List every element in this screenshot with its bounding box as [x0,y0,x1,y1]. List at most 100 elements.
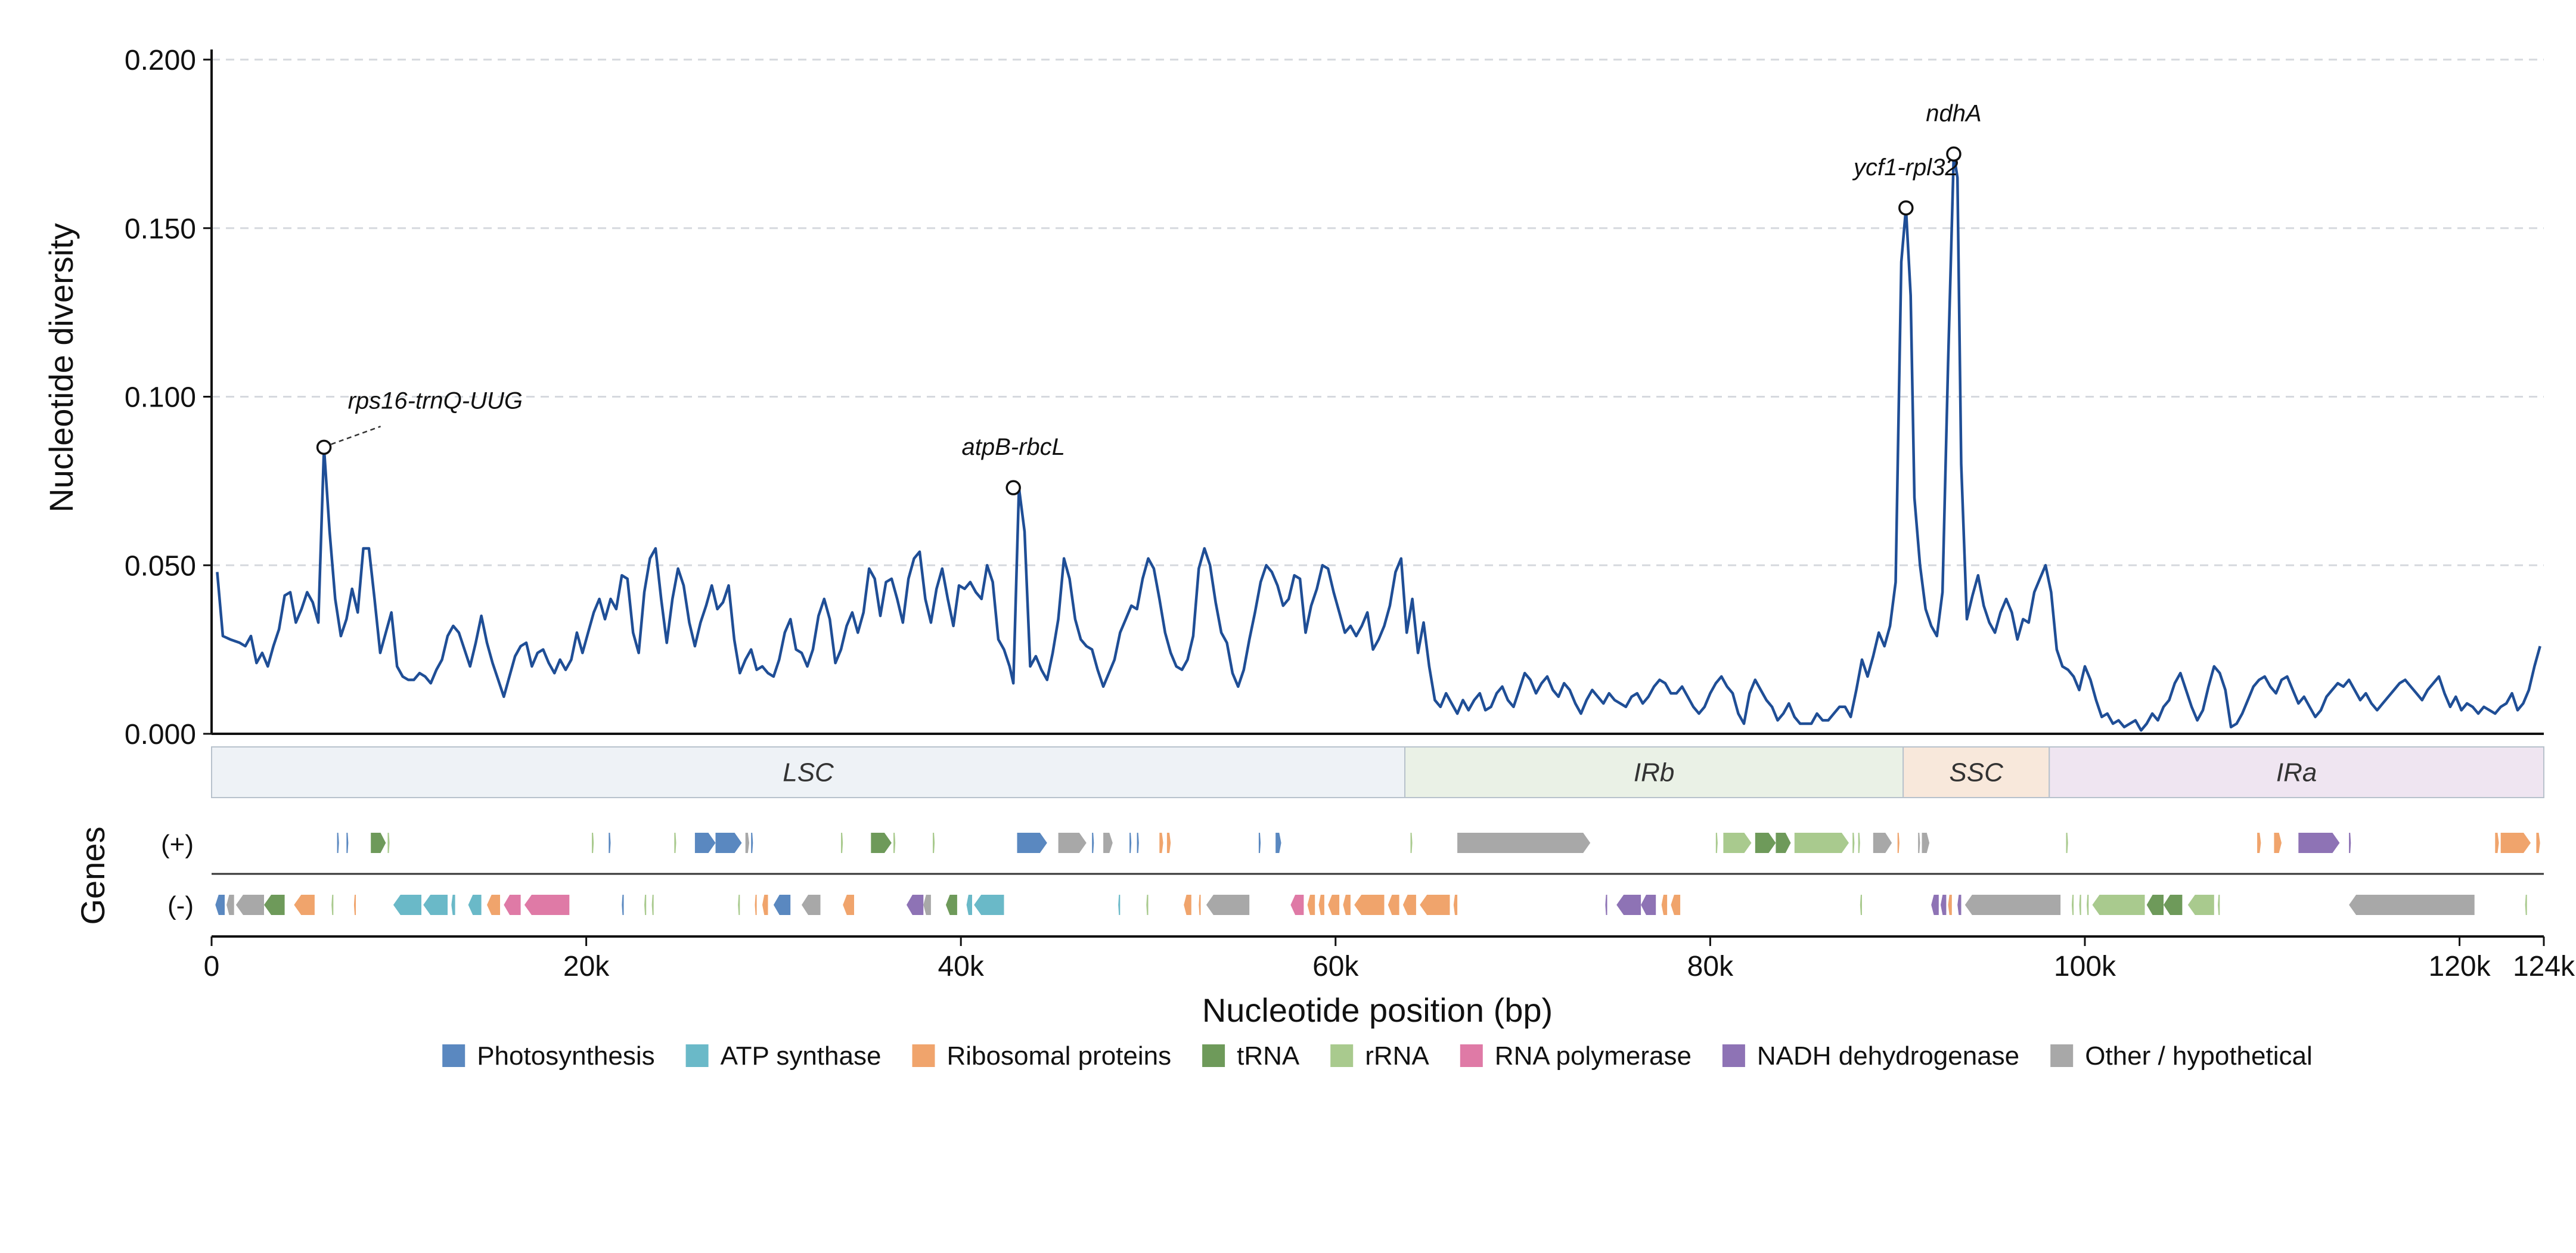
gene-minus [1931,895,1939,915]
gene-minus [2349,895,2475,915]
gene-minus [1402,895,1416,915]
gene-minus [264,895,285,915]
legend-label: ATP synthase [721,1041,882,1071]
gene-minus [451,895,455,915]
gene-minus [1453,895,1458,915]
gene-minus [907,895,924,915]
y-axis: 0.000 0.050 0.100 0.150 0.200 [125,45,2544,750]
diversity-series-line [216,153,2541,732]
gene-minus [2146,895,2164,915]
gene-plus [1723,833,1752,853]
gene-minus [504,895,521,915]
gene-plus [1017,833,1047,853]
region-label: IRa [2276,758,2317,787]
strand-minus-label: (-) [167,891,194,920]
gene-minus [2164,895,2183,915]
y-tick-label: 0.050 [125,550,196,582]
gene-plus [346,833,349,853]
gene-plus [1755,833,1776,853]
gene-plus [871,833,892,853]
legend-swatch [1460,1044,1483,1067]
gene-plus [371,833,386,853]
region-label: LSC [783,758,834,787]
gene-plus [1858,833,1860,853]
gene-minus [1118,895,1121,915]
legend-swatch [1722,1044,1745,1067]
region-ira [2049,746,2544,798]
legend-item: RNA polymerase [1460,1041,1692,1071]
y-tick-label: 0.100 [125,382,196,414]
x-tick-label: 20k [563,951,610,982]
gene-plus [674,833,676,853]
gene-minus [773,895,791,915]
gene-plus [1129,833,1132,853]
gene-minus [2525,895,2527,915]
legend-label: tRNA [1237,1041,1300,1071]
gene-minus [1146,895,1149,915]
gene-minus [2072,895,2074,915]
gene-minus [1343,895,1351,915]
y-tick-label: 0.150 [125,213,196,245]
gene-plus [1922,833,1930,853]
legend-swatch [685,1044,709,1067]
gene-plus [1275,833,1281,853]
gene-plus [2257,833,2261,853]
gene-minus [1671,895,1681,915]
gene-plus [592,833,594,853]
gene-plus [1794,833,1849,853]
gene-plus [2536,833,2540,853]
gene-plus [745,833,749,853]
gene-minus [1199,895,1201,915]
gene-minus [1641,895,1656,915]
gene-plus [1092,833,1094,853]
genes-axis-title: Genes [74,827,111,925]
region-irb [1404,746,1904,798]
genome-region-bar: LSC IRb SSC IRa [211,746,2544,798]
gene-minus [353,895,356,915]
gene-plus [1715,833,1718,853]
x-axis: 0 20k 40k 60k 80k 100k 120k 124k [204,935,2575,982]
gene-plus [893,833,896,853]
gene-minus [468,895,482,915]
gene-minus [2087,895,2089,915]
legend-label: Ribosomal proteins [947,1041,1172,1071]
gene-track [212,833,2544,915]
peak-marker [316,439,332,455]
gene-minus [1354,895,1385,915]
x-tick-label: 40k [938,951,984,982]
peak-label: ycf1-rpl32 [1852,154,1959,181]
gene-minus [2092,895,2145,915]
region-label: IRb [1634,758,1674,787]
legend-swatch [2050,1044,2074,1067]
peak-marker [1946,146,1962,162]
gene-minus [1948,895,1952,915]
gene-minus [235,895,264,915]
gene-minus [1616,895,1641,915]
gene-plus [1852,833,1855,853]
gene-minus [1605,895,1607,915]
gene-minus [946,895,957,915]
gene-minus [331,895,334,915]
gene-plus [933,833,935,853]
gene-plus [387,833,390,853]
gene-plus [2274,833,2282,853]
x-tick-label: 60k [1312,951,1359,982]
gene-minus [1206,895,1250,915]
gene-minus [2079,895,2081,915]
x-tick-label: 100k [2054,951,2116,982]
legend-swatch [442,1044,465,1067]
region-ssc [1902,746,2050,798]
legend-swatch [1202,1044,1225,1067]
gene-plus [1166,833,1171,853]
legend-label: RNA polymerase [1495,1041,1692,1071]
gene-plus [337,833,339,853]
gene-plus [2298,833,2340,853]
x-tick-label: 80k [1687,951,1734,982]
gene-plus [1058,833,1087,853]
gene-minus [1318,895,1324,915]
gene-minus [215,895,225,915]
gene-plus [2066,833,2068,853]
gene-minus [1860,895,1862,915]
gene-minus [2187,895,2214,915]
